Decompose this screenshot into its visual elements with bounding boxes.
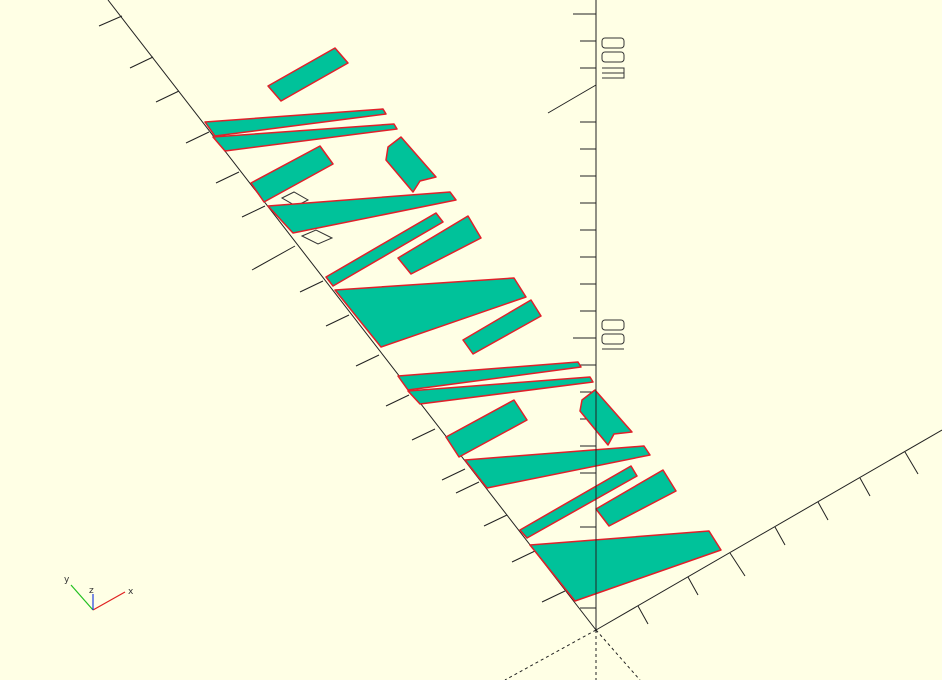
part-block-1[interactable] (250, 145, 334, 203)
neg-x-axis (504, 629, 597, 680)
part-strip-1[interactable] (325, 212, 444, 287)
gizmo-y-label: y (64, 575, 70, 585)
part-sliver-2[interactable] (212, 123, 398, 152)
part-block-3[interactable] (445, 399, 528, 458)
part-sliver-1[interactable] (204, 108, 387, 137)
parts-upper-set[interactable] (204, 47, 542, 355)
part-triangle-2[interactable] (529, 530, 722, 602)
part-block-2[interactable] (397, 215, 482, 275)
gizmo-x-axis (92, 591, 126, 611)
y-axis-label-100: 100 (0, 0, 625, 350)
part-strip-2[interactable] (519, 465, 638, 539)
x-axis-ticks (637, 451, 919, 625)
part-block-4[interactable] (595, 469, 677, 527)
y-axis (107, 0, 597, 631)
y-tick-label-lower: 100 (0, 0, 2, 1)
orientation-gizmo: x y z (64, 575, 134, 611)
part-arrow-2[interactable] (579, 389, 633, 446)
gizmo-y-axis (70, 584, 94, 611)
y-axis-label-200: 200 (0, 0, 625, 79)
x-axis (595, 429, 942, 631)
part-sliver-3[interactable] (397, 361, 582, 391)
y-tick-label-upper: 200 (0, 0, 2, 1)
part-wedge-1[interactable] (267, 191, 457, 234)
neg-y-axis (595, 629, 641, 680)
part-wedge-2[interactable] (464, 445, 651, 489)
gizmo-z-label: z (89, 586, 94, 596)
gizmo-x-label: x (128, 587, 134, 597)
parts-lower-set[interactable] (397, 361, 722, 602)
part-bar-top[interactable] (267, 47, 349, 102)
part-sliver-4[interactable] (407, 376, 594, 405)
part-bar-1[interactable] (462, 299, 542, 355)
part-arrow-1[interactable] (385, 136, 437, 193)
y-axis-ticks (98, 15, 566, 603)
part-triangle-1[interactable] (334, 277, 527, 348)
